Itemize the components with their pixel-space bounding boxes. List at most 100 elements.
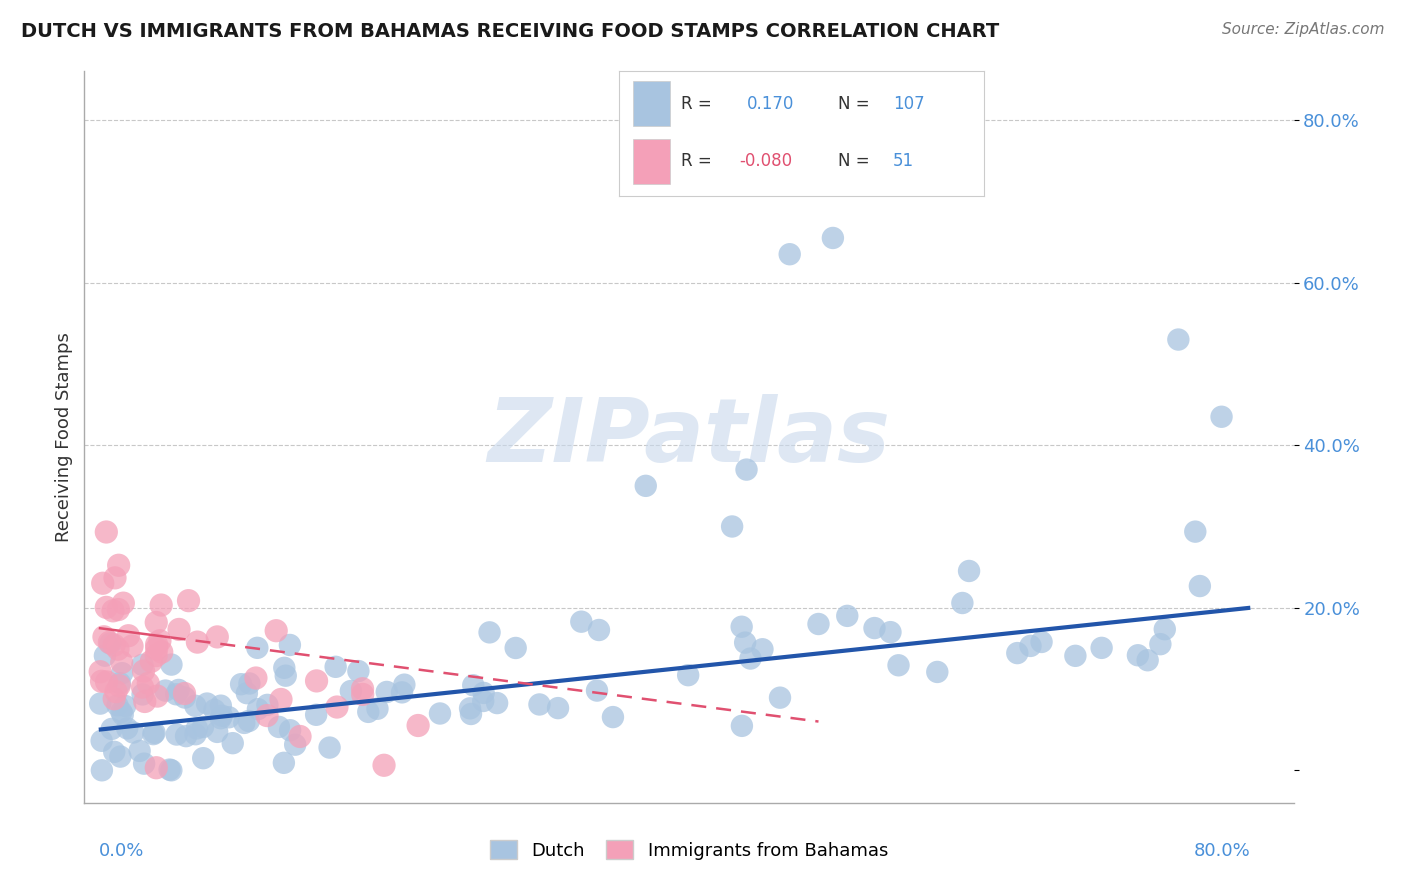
Point (91, 576, 114, 591)
Point (89, 665, 111, 679)
Point (1091, 640, 1114, 655)
Point (222, 736, 245, 750)
Point (103, 691, 125, 706)
Point (167, 682, 190, 697)
Legend: Dutch, Immigrants from Bahamas: Dutch, Immigrants from Bahamas (489, 840, 889, 860)
Point (529, 698, 551, 712)
Point (957, 564, 980, 578)
Text: 107: 107 (893, 95, 924, 112)
Text: N =: N = (838, 153, 869, 170)
Text: 0.170: 0.170 (747, 95, 794, 112)
Point (193, 751, 215, 765)
Point (150, 645, 173, 659)
Point (195, 697, 218, 711)
Point (115, 722, 138, 736)
Point (460, 706, 482, 721)
Point (143, 726, 166, 740)
Point (472, 694, 495, 708)
Point (233, 715, 256, 730)
Point (735, 462, 758, 476)
Point (229, 677, 252, 691)
Point (94, 648, 117, 663)
Point (278, 638, 301, 652)
Text: Source: ZipAtlas.com: Source: ZipAtlas.com (1222, 22, 1385, 37)
Point (236, 686, 259, 700)
Point (406, 718, 429, 732)
Text: 0.0%: 0.0% (98, 842, 145, 860)
Point (375, 685, 398, 699)
Point (256, 698, 278, 712)
Point (588, 623, 610, 637)
Point (270, 692, 292, 706)
Point (1188, 579, 1211, 593)
Point (114, 698, 136, 713)
Point (1149, 637, 1171, 651)
Y-axis label: Receiving Food Stamps: Receiving Food Stamps (55, 332, 73, 542)
Point (505, 640, 527, 655)
Point (211, 708, 233, 723)
Point (155, 683, 177, 698)
Point (105, 684, 128, 698)
Point (634, 479, 657, 493)
Point (730, 620, 752, 634)
Point (927, 665, 949, 679)
Point (807, 617, 830, 632)
Point (769, 690, 792, 705)
Point (274, 669, 297, 683)
Point (149, 633, 172, 648)
Point (207, 630, 229, 644)
Point (173, 690, 195, 705)
Point (218, 710, 240, 724)
Point (887, 658, 910, 673)
Point (173, 686, 195, 700)
Point (191, 720, 214, 734)
Point (96, 600, 118, 615)
Text: 51: 51 (893, 153, 914, 170)
Point (238, 714, 260, 728)
Text: R =: R = (681, 153, 711, 170)
Point (472, 686, 495, 700)
Point (352, 681, 374, 696)
Point (160, 764, 183, 778)
Point (740, 651, 762, 665)
Point (136, 676, 159, 690)
Point (90, 764, 112, 778)
Point (1064, 648, 1087, 663)
Point (165, 687, 187, 701)
Point (121, 639, 143, 653)
Point (318, 740, 340, 755)
Point (146, 689, 169, 703)
Point (1184, 524, 1206, 539)
Point (101, 604, 124, 618)
Point (209, 698, 232, 713)
Point (141, 654, 163, 668)
Point (96, 524, 118, 539)
Point (145, 615, 167, 630)
Point (145, 761, 167, 775)
Point (1153, 622, 1175, 636)
Point (107, 602, 129, 616)
Point (111, 656, 134, 670)
Point (751, 642, 773, 657)
Point (167, 623, 190, 637)
Point (160, 657, 183, 672)
Point (150, 598, 173, 612)
Point (547, 701, 569, 715)
Point (391, 685, 413, 699)
Point (166, 727, 188, 741)
FancyBboxPatch shape (633, 139, 669, 184)
Point (107, 698, 129, 713)
Point (837, 608, 859, 623)
Text: -0.080: -0.080 (740, 153, 793, 170)
Point (104, 571, 127, 585)
Point (108, 676, 131, 690)
Point (256, 708, 278, 723)
Text: ZIPatlas: ZIPatlas (488, 393, 890, 481)
Point (184, 698, 207, 713)
Point (209, 711, 232, 725)
Point (145, 648, 167, 663)
Point (586, 683, 609, 698)
Point (131, 680, 153, 694)
Point (1126, 648, 1149, 663)
Point (347, 664, 370, 678)
